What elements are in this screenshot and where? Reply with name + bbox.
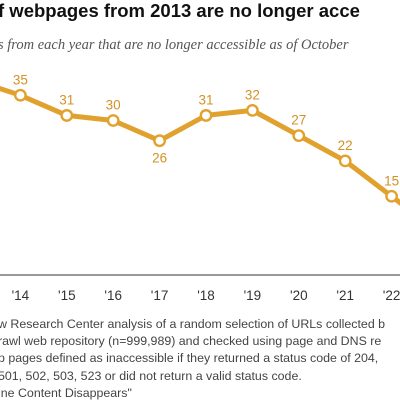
data-label: 35 — [13, 72, 28, 87]
source-notes: w Research Center analysis of a random s… — [0, 316, 398, 402]
data-label: 26 — [152, 151, 167, 166]
chart-title: f webpages from 2013 are no longer acce — [0, 0, 360, 21]
note-line: ine Content Disappears" — [0, 385, 132, 400]
x-tick-label: '22 — [383, 288, 400, 303]
data-label: 30 — [106, 98, 121, 113]
x-tick-label: '20 — [290, 288, 308, 303]
data-point — [60, 109, 74, 122]
data-point — [106, 114, 120, 127]
note-line: 501, 502, 503, 523 or did not return a v… — [0, 368, 302, 383]
data-point — [13, 88, 27, 102]
line-chart: 35 31 30 26 31 32 27 22 15 '14 '15 '16 '17 '18 '19 '20… — [0, 72, 400, 303]
x-tick-label: '14 — [12, 288, 30, 303]
data-label: 15 — [384, 173, 399, 188]
data-label: 32 — [245, 87, 260, 102]
x-tick-label: '15 — [58, 288, 76, 303]
data-point — [385, 189, 398, 203]
data-point — [199, 109, 213, 122]
chart-subtitle: s from each year that are no longer acce… — [0, 37, 349, 53]
x-tick-label: '17 — [151, 288, 169, 303]
note-line: rawl web repository (n=999,989) and chec… — [0, 334, 382, 349]
data-point — [245, 104, 259, 117]
data-label: 22 — [338, 138, 353, 153]
data-label: 27 — [291, 113, 306, 128]
note-line: w Research Center analysis of a random s… — [0, 317, 386, 331]
x-tick-label: '19 — [244, 288, 262, 303]
data-point — [153, 134, 167, 148]
data-label: 31 — [59, 92, 74, 107]
x-tick-label: '21 — [336, 288, 354, 303]
x-tick-label: '18 — [197, 288, 215, 303]
data-label: 31 — [198, 92, 213, 107]
x-tick-label: '16 — [104, 288, 122, 303]
note-line: p pages defined as inaccessible if they … — [0, 351, 379, 366]
data-point — [292, 129, 306, 143]
data-point — [338, 154, 352, 168]
